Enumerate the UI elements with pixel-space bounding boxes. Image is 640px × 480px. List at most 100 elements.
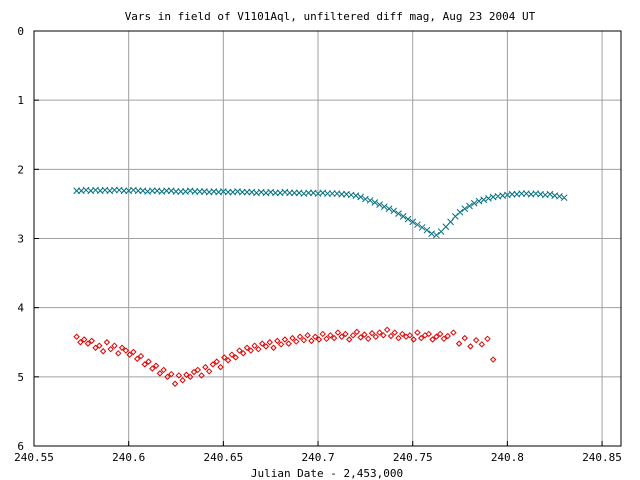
data-point-diamond: [418, 334, 425, 342]
data-point-diamond: [187, 373, 194, 381]
y-tick-label: 6: [17, 440, 24, 453]
data-point-diamond: [334, 329, 342, 336]
data-point-diamond: [338, 333, 345, 340]
data-point-diamond: [84, 340, 92, 347]
data-point-diamond: [478, 341, 486, 348]
data-point-diamond: [262, 343, 270, 350]
data-point-x: [111, 186, 118, 194]
data-point-x: [518, 190, 525, 197]
data-point-diamond: [122, 347, 130, 354]
x-tick-label: 240.6: [112, 451, 145, 464]
data-point-x: [508, 190, 516, 198]
data-point-x: [414, 221, 421, 229]
data-point-diamond: [376, 329, 383, 336]
grid: [34, 31, 621, 446]
data-point-diamond: [380, 332, 387, 339]
data-point-diamond: [156, 370, 164, 377]
data-point-diamond: [387, 332, 395, 340]
data-point-x: [461, 205, 469, 213]
data-point-x: [409, 218, 417, 226]
data-point-diamond: [311, 333, 319, 340]
data-point-x: [148, 187, 156, 195]
data-point-diamond: [395, 334, 402, 342]
data-point-x: [423, 226, 431, 234]
data-point-diamond: [489, 356, 497, 363]
data-point-diamond: [406, 332, 414, 339]
data-point-diamond: [92, 344, 99, 351]
data-point-x: [73, 187, 80, 195]
data-point-diamond: [399, 330, 406, 338]
data-point-x: [380, 203, 388, 211]
data-point-diamond: [247, 347, 255, 354]
data-point-x: [243, 188, 251, 196]
data-point-diamond: [111, 342, 118, 349]
data-point-diamond: [179, 377, 186, 384]
data-point-diamond: [440, 335, 448, 342]
data-point-diamond: [133, 355, 141, 363]
x-tick-label: 240.85: [582, 451, 622, 464]
x-tick-label: 240.65: [203, 451, 243, 464]
data-point-x: [272, 189, 279, 197]
data-point-x: [390, 207, 398, 215]
data-point-diamond: [73, 333, 80, 340]
data-point-diamond: [285, 340, 292, 347]
data-point-diamond: [118, 344, 126, 351]
x-tick-label: 240.8: [491, 451, 524, 464]
data-point-x: [475, 197, 483, 205]
chart-title: Vars in field of V1101Aql, unfiltered di…: [125, 10, 536, 23]
data-point-diamond: [251, 342, 258, 349]
data-point-diamond: [130, 348, 137, 356]
y-tick-label: 3: [17, 233, 24, 246]
data-point-x: [376, 201, 383, 208]
data-point-x: [120, 187, 128, 195]
data-point-diamond: [194, 366, 201, 374]
data-point-diamond: [224, 357, 232, 364]
data-point-diamond: [164, 373, 171, 381]
data-point-diamond: [304, 332, 311, 339]
data-point-diamond: [270, 344, 277, 351]
data-point-diamond: [149, 365, 156, 372]
x-axis-label: Julian Date - 2,453,000: [251, 467, 403, 480]
data-point-diamond: [258, 340, 266, 347]
data-point-x: [433, 231, 440, 239]
data-point-x: [191, 188, 199, 195]
data-point-diamond: [296, 333, 304, 340]
data-point-diamond: [145, 358, 152, 365]
data-point-diamond: [391, 329, 398, 336]
data-point-x: [418, 224, 426, 231]
data-point-diamond: [361, 331, 368, 338]
data-point-diamond: [383, 326, 391, 334]
series-1: [73, 186, 568, 239]
data-point-diamond: [467, 343, 474, 350]
data-point-diamond: [171, 380, 179, 387]
data-point-diamond: [137, 352, 145, 360]
data-point-diamond: [346, 336, 353, 343]
data-point-diamond: [255, 345, 262, 353]
data-point-diamond: [243, 344, 251, 351]
data-point-diamond: [293, 338, 300, 345]
data-point-diamond: [274, 337, 281, 345]
data-point-x: [470, 199, 478, 207]
y-tick-label: 4: [17, 302, 24, 315]
data-point-diamond: [425, 330, 433, 338]
data-point-diamond: [107, 345, 114, 353]
data-point-diamond: [327, 332, 334, 339]
data-point-x: [196, 188, 204, 195]
data-point-x: [560, 194, 568, 202]
data-point-x: [224, 188, 232, 196]
data-point-diamond: [77, 339, 84, 346]
data-point-x: [385, 205, 393, 213]
data-point-x: [546, 190, 554, 198]
data-point-x: [399, 213, 407, 220]
data-point-diamond: [175, 372, 183, 379]
data-point-diamond: [330, 334, 338, 342]
data-point-x: [362, 195, 369, 203]
data-point-diamond: [236, 347, 243, 354]
data-point-diamond: [213, 358, 220, 365]
data-point-x: [480, 196, 488, 204]
data-point-diamond: [450, 329, 457, 336]
data-point-x: [172, 188, 180, 195]
data-point-x: [371, 199, 379, 206]
series-layer: [73, 186, 568, 387]
data-point-diamond: [88, 337, 95, 345]
